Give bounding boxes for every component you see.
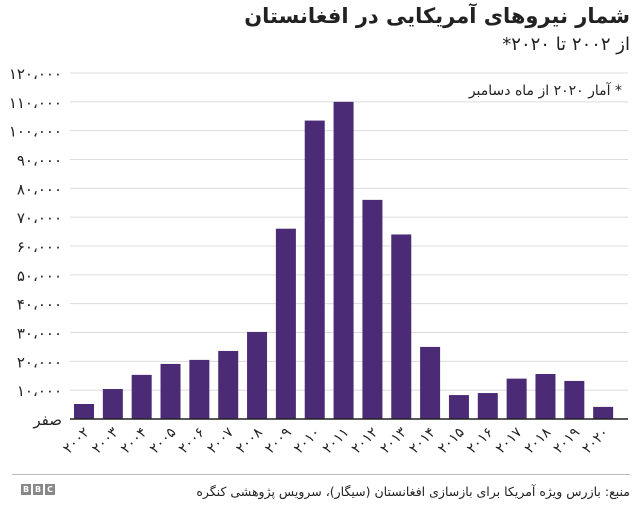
x-tick-label: ۲۰۱۹ <box>551 425 584 458</box>
x-tick-label: ۲۰۱۶ <box>464 425 497 458</box>
bar <box>420 346 441 419</box>
bar-chart: صفر ۱۰،۰۰۰ ۲۰،۰۰۰ ۳۰،۰۰۰ ۴۰،۰۰۰ ۵۰،۰۰۰ ۶۰،۰۰۰ ۷… <box>9 65 628 458</box>
y-tick-label: ۱۲۰،۰۰۰ <box>9 65 62 83</box>
chart-subtitle: از ۲۰۰۲ تا ۲۰۲۰* <box>502 34 630 55</box>
source-text: منبع: بازرس ویژه آمریکا برای بازسازی افغ… <box>196 484 630 499</box>
bar <box>391 234 412 419</box>
bar <box>189 359 210 419</box>
logo-letter: C <box>45 484 55 495</box>
y-tick-label: ۷۰،۰۰۰ <box>17 209 62 227</box>
bar <box>74 404 94 419</box>
y-tick-label: ۸۰،۰۰۰ <box>17 180 62 198</box>
bbc-logo: B B C <box>21 484 55 495</box>
bar <box>247 331 268 419</box>
chart-note: * آمار ۲۰۲۰ از ماه دسامبر <box>468 82 622 99</box>
x-tick-label: ۲۰۲۰ <box>579 425 612 458</box>
chart-title: شمار نیروهای آمریکایی در افغانستان <box>244 4 630 28</box>
logo-letter: B <box>21 484 31 495</box>
bar <box>333 101 354 419</box>
x-tick-label: ۲۰۰۳ <box>89 424 122 457</box>
x-tick-label: ۲۰۱۲ <box>349 425 382 458</box>
x-tick-label: ۲۰۰۹ <box>262 425 295 458</box>
bar <box>304 120 325 419</box>
bar <box>564 380 585 419</box>
y-tick-label: ۱۰۰،۰۰۰ <box>9 123 62 141</box>
x-tick-label: ۲۰۱۱ <box>320 425 353 458</box>
bar <box>102 389 123 419</box>
bar <box>535 374 556 419</box>
y-tick-label: ۹۰،۰۰۰ <box>17 152 62 170</box>
x-tick-label: ۲۰۰۷ <box>204 424 237 457</box>
y-tick-label: ۶۰،۰۰۰ <box>17 238 62 256</box>
x-tick-label: ۲۰۱۰ <box>291 425 324 458</box>
y-tick-label: ۱۱۰،۰۰۰ <box>9 94 62 112</box>
y-tick-label: ۳۰،۰۰۰ <box>17 325 62 343</box>
x-tick-label: ۲۰۰۲ <box>60 425 93 458</box>
y-tick-label: ۱۰،۰۰۰ <box>17 382 62 400</box>
y-tick-label: ۲۰،۰۰۰ <box>17 353 62 371</box>
x-tick-label: ۲۰۰۴ <box>118 425 151 458</box>
bar <box>275 228 296 419</box>
x-tick-label: ۲۰۱۸ <box>522 424 555 457</box>
bar <box>477 393 498 419</box>
bar <box>593 406 614 419</box>
x-tick-label: ۲۰۱۵ <box>435 425 468 458</box>
bar <box>506 378 527 419</box>
x-tick-label: ۲۰۰۶ <box>176 425 209 458</box>
x-tick-label: ۲۰۱۴ <box>406 425 439 458</box>
x-tick-label: ۲۰۰۸ <box>233 424 266 457</box>
x-tick-label: ۲۰۰۵ <box>147 425 180 458</box>
x-tick-label: ۲۰۱۷ <box>493 424 526 457</box>
x-tick-label: ۲۰۱۳ <box>378 424 411 457</box>
y-tick-label: صفر <box>32 411 62 429</box>
bar <box>448 395 469 419</box>
bar <box>131 374 152 419</box>
logo-letter: B <box>33 484 43 495</box>
y-tick-label: ۵۰،۰۰۰ <box>17 267 62 285</box>
bar <box>218 350 239 419</box>
y-tick-label: ۴۰،۰۰۰ <box>17 296 62 314</box>
bar <box>160 363 181 419</box>
bar <box>362 199 383 419</box>
footer-divider <box>12 474 630 475</box>
